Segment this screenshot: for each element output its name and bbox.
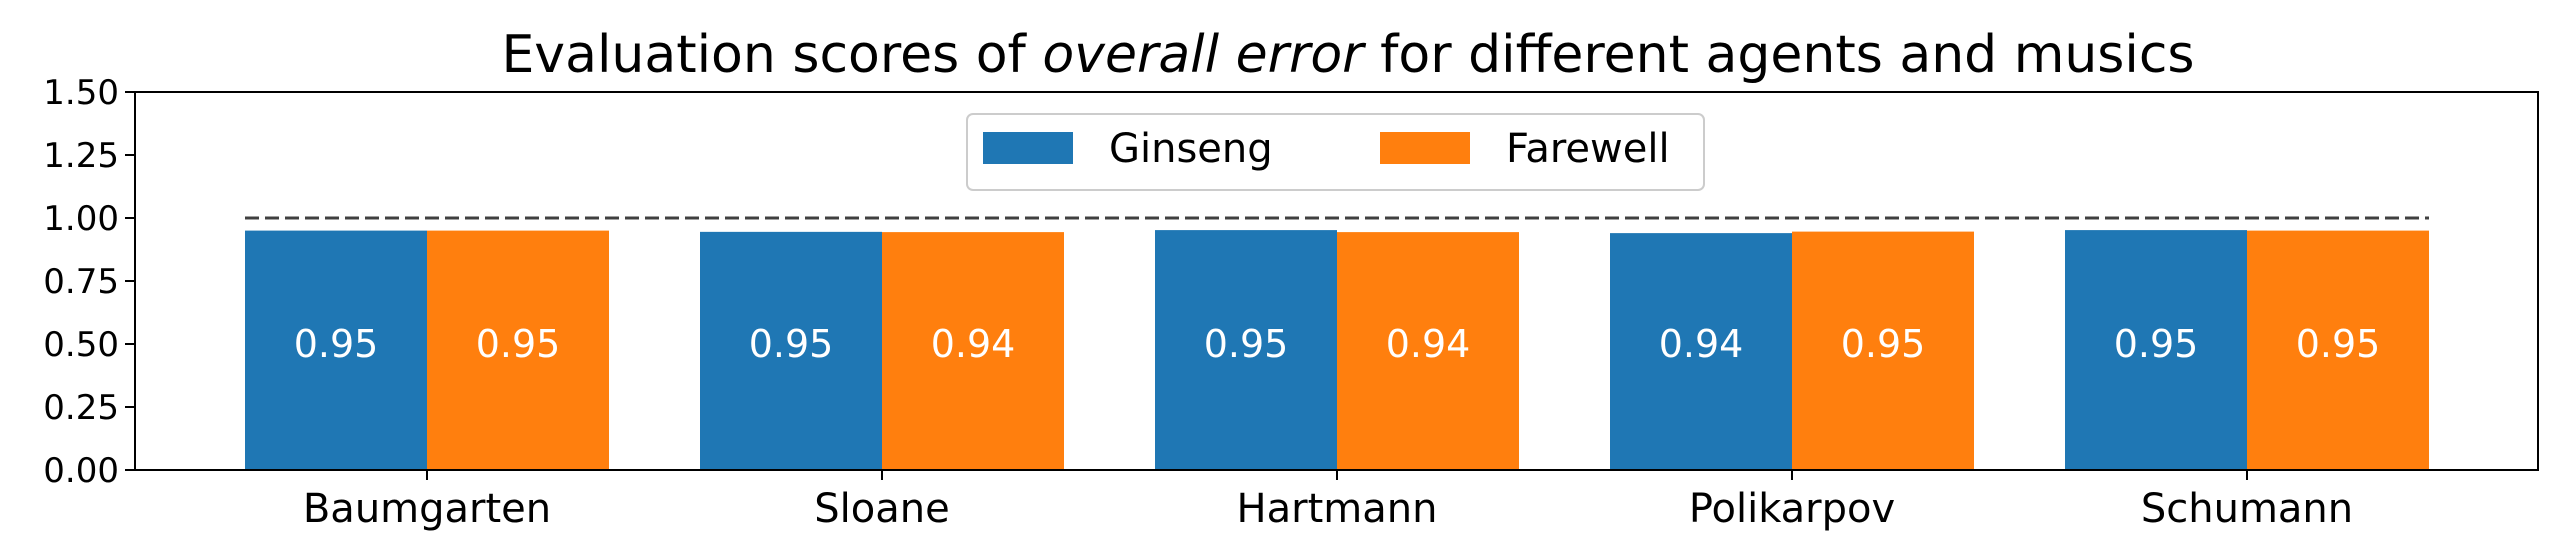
bar-value-label: 0.94 bbox=[1659, 322, 1744, 366]
bar-farewell-sloane bbox=[882, 232, 1064, 470]
axes: Baumgarten Sloane Hartmann Polikarpov Schuma… bbox=[43, 73, 2539, 532]
x-tick-label: Baumgarten bbox=[303, 486, 551, 532]
legend-swatch-farewell bbox=[1380, 132, 1470, 164]
legend-label-farewell: Farewell bbox=[1506, 126, 1670, 172]
bar-value-label: 0.95 bbox=[1204, 322, 1289, 366]
bar-value-label: 0.95 bbox=[2296, 322, 2381, 366]
legend-box bbox=[966, 113, 1705, 191]
y-tick-label: 0.50 bbox=[43, 325, 119, 365]
bar-value-label: 0.95 bbox=[1841, 322, 1926, 366]
bar-ginseng-sloane bbox=[700, 231, 882, 470]
bar-farewell-hartmann bbox=[1337, 232, 1519, 470]
bar-farewell-schumann bbox=[2247, 230, 2429, 470]
x-tick-label: Sloane bbox=[814, 486, 949, 532]
x-tick-label: Hartmann bbox=[1237, 486, 1438, 532]
bar-value-label: 0.94 bbox=[931, 322, 1016, 366]
bar-ginseng-schumann bbox=[2065, 230, 2247, 470]
y-tick-label: 0.00 bbox=[43, 451, 119, 491]
legend-swatch-ginseng bbox=[983, 132, 1073, 164]
y-tick-label: 0.25 bbox=[43, 388, 119, 428]
bar-value-label: 0.95 bbox=[2114, 322, 2199, 366]
y-tick-label: 0.75 bbox=[43, 262, 119, 302]
bar-value-label: 0.95 bbox=[749, 322, 834, 366]
bar-ginseng-baumgarten bbox=[245, 230, 427, 470]
bar-value-label: 0.95 bbox=[476, 322, 561, 366]
legend: Ginseng Farewell bbox=[966, 113, 1705, 191]
y-tick-label: 1.25 bbox=[43, 136, 119, 176]
bar-farewell-baumgarten bbox=[427, 230, 609, 470]
chart-title-part: overall error bbox=[1042, 25, 1367, 85]
chart-title-part: Evaluation scores of bbox=[501, 25, 1042, 85]
bar-ginseng-polikarpov bbox=[1610, 233, 1792, 470]
y-tick-label: 1.50 bbox=[43, 73, 119, 113]
bar-value-label: 0.95 bbox=[294, 322, 379, 366]
chart-title-part: for different agents and musics bbox=[1364, 25, 2195, 85]
legend-label-ginseng: Ginseng bbox=[1109, 126, 1273, 172]
plot-frame bbox=[134, 91, 2539, 471]
chart-title: Evaluation scores of overall error for d… bbox=[501, 25, 2194, 85]
x-tick-label: Schumann bbox=[2141, 486, 2353, 532]
bar-value-label: 0.94 bbox=[1386, 322, 1471, 366]
plot-area: 0.95 0.95 0.95 0.94 0.95 0.94 0.94 0.95 0.95 0.95 bbox=[245, 216, 2429, 470]
bar-farewell-polikarpov bbox=[1792, 231, 1974, 470]
y-tick-label: 1.00 bbox=[43, 199, 119, 239]
x-tick-label: Polikarpov bbox=[1689, 486, 1895, 532]
bar-ginseng-hartmann bbox=[1155, 230, 1337, 470]
